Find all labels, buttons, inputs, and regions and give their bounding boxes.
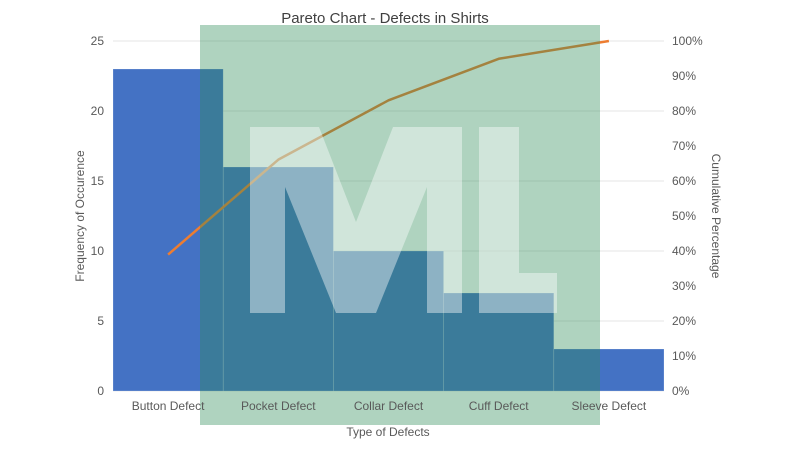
y2-tick-label: 100% [672,34,703,48]
y2-tick-label: 30% [672,279,696,293]
y2-axis-label: Cumulative Percentage [709,154,723,279]
left-axis-ticks: 0 5 10 15 20 25 [91,34,105,398]
y2-tick-label: 80% [672,104,696,118]
x-tick-label: Pocket Defect [241,399,316,413]
chart-title: Pareto Chart - Defects in Shirts [281,10,489,27]
y-tick-label: 5 [97,314,104,328]
y-tick-label: 0 [97,384,104,398]
y-axis-label: Frequency of Occurence [73,150,87,282]
bar [112,68,224,392]
x-tick-label: Cuff Defect [469,399,529,413]
x-axis-label: Type of Defects [346,425,429,439]
bars [112,68,665,392]
bar [333,250,444,392]
y2-tick-label: 90% [672,69,696,83]
bar [443,292,555,392]
x-tick-label: Sleeve Defect [572,399,647,413]
y2-tick-label: 50% [672,209,696,223]
y-tick-label: 15 [91,174,105,188]
y-tick-label: 10 [91,244,105,258]
bar [553,348,665,392]
right-axis-ticks: 0% 10% 20% 30% 40% 50% 60% 70% 80% 90% 100% [672,34,703,398]
watermark-square [200,25,600,425]
y2-tick-label: 20% [672,314,696,328]
y-tick-label: 25 [91,34,105,48]
y2-tick-label: 70% [672,139,696,153]
y2-tick-label: 0% [672,384,690,398]
x-tick-label: Button Defect [132,399,205,413]
watermark-logo [250,127,557,313]
y2-tick-label: 40% [672,244,696,258]
cumulative-line [167,39,610,256]
category-axis-ticks: Button Defect Pocket Defect Collar Defect C… [132,399,647,413]
x-tick-label: Collar Defect [354,399,424,413]
y2-tick-label: 10% [672,349,696,363]
watermark [200,25,600,425]
y2-tick-label: 60% [672,174,696,188]
y-tick-label: 20 [91,104,105,118]
